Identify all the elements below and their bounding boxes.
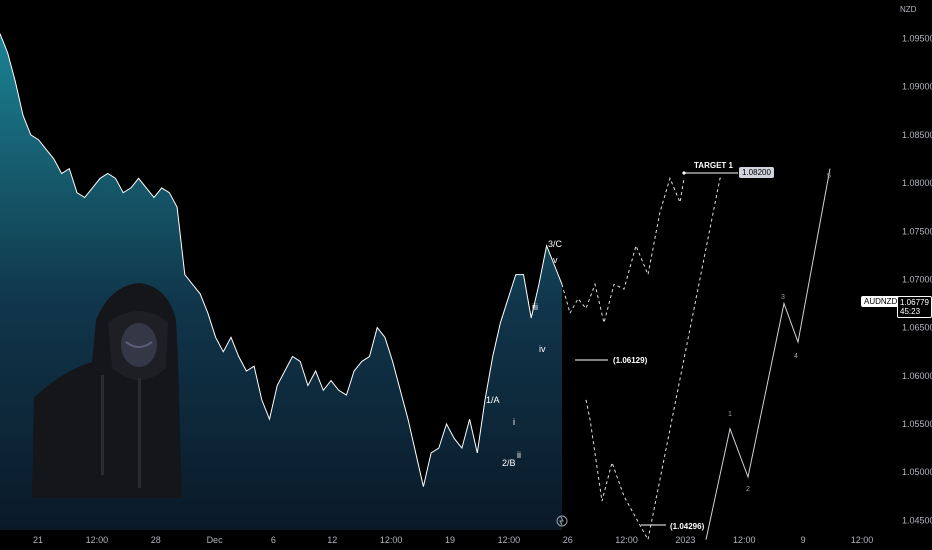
x-tick-label: 19 <box>445 535 455 545</box>
last-price-badge: 1.06779 45:23 <box>897 296 932 318</box>
target-dot <box>682 171 686 175</box>
x-tick-label: 2023 <box>675 535 695 545</box>
price-series-line <box>0 33 563 487</box>
projection-path <box>561 176 685 323</box>
y-tick-label: 1.05000 <box>902 467 932 477</box>
x-tick-label: 21 <box>33 535 43 545</box>
x-tick-label: 6 <box>271 535 276 545</box>
hooded-figure-image <box>32 283 182 498</box>
lightning-icon <box>559 516 564 526</box>
x-tick-label: 26 <box>563 535 573 545</box>
price-axis[interactable]: 1.09500 1.09000 1.08500 1.08000 1.07500 1.070… <box>902 34 932 526</box>
projection-paths <box>561 168 831 542</box>
replay-icon[interactable] <box>556 515 568 527</box>
y-tick-label: 1.09000 <box>902 82 932 92</box>
projection-path <box>585 177 724 542</box>
y-tick-label: 1.07000 <box>902 274 932 284</box>
wave-label-ii: ii <box>517 450 521 460</box>
x-tick-label: 12:00 <box>851 535 874 545</box>
y-tick-label: 1.08000 <box>902 178 932 188</box>
wave-label-i: i <box>513 417 515 427</box>
x-tick-label: 28 <box>151 535 161 545</box>
x-tick-label: 9 <box>801 535 806 545</box>
wave-label-1a: 1/A <box>486 395 500 405</box>
y-tick-label: 1.06000 <box>902 371 932 381</box>
y-tick-label: 1.04500 <box>902 515 932 525</box>
level-label-mid: (1.06129) <box>613 356 648 365</box>
last-price: 1.06779 <box>900 298 929 307</box>
projection-path <box>705 168 831 540</box>
x-tick-label: Dec <box>207 535 224 545</box>
wave-label-iv: iv <box>539 344 546 354</box>
wave-label-v: v <box>553 255 558 265</box>
y-tick-label: 1.08500 <box>902 130 932 140</box>
price-line <box>0 33 563 487</box>
projection-label-1: 1 <box>728 411 732 418</box>
y-tick-label: 1.05500 <box>902 419 932 429</box>
x-tick-label: 12 <box>327 535 337 545</box>
projection-label-3: 3 <box>781 294 785 301</box>
wave-label-2b: 2/B <box>502 458 516 468</box>
bar-countdown: 45:23 <box>900 307 921 316</box>
x-tick-label: 12:00 <box>615 535 638 545</box>
wave-label-iii: iii <box>532 302 538 312</box>
projection-label-5: 5 <box>827 173 831 180</box>
y-tick-label: 1.07500 <box>902 226 932 236</box>
symbol-badge[interactable]: AUDNZD <box>861 296 901 307</box>
x-tick-label: 12:00 <box>733 535 756 545</box>
x-tick-label: 12:00 <box>86 535 109 545</box>
y-tick-label: 1.06500 <box>902 323 932 333</box>
target-value-badge: 1.08200 <box>739 167 774 178</box>
projection-label-4: 4 <box>794 353 798 360</box>
currency-label: NZD <box>900 5 917 14</box>
wave-label-3c: 3/C <box>548 239 563 249</box>
level-label-low: (1.04296) <box>670 522 705 531</box>
time-axis[interactable]: 21 12:00 28 Dec 6 12 12:00 19 12:00 26 12:00 2023 12… <box>33 535 873 545</box>
y-tick-label: 1.09500 <box>902 34 932 44</box>
projection-label-2: 2 <box>746 486 750 493</box>
x-tick-label: 12:00 <box>380 535 403 545</box>
x-tick-label: 12:00 <box>498 535 521 545</box>
target-label: TARGET 1 <box>694 161 734 170</box>
